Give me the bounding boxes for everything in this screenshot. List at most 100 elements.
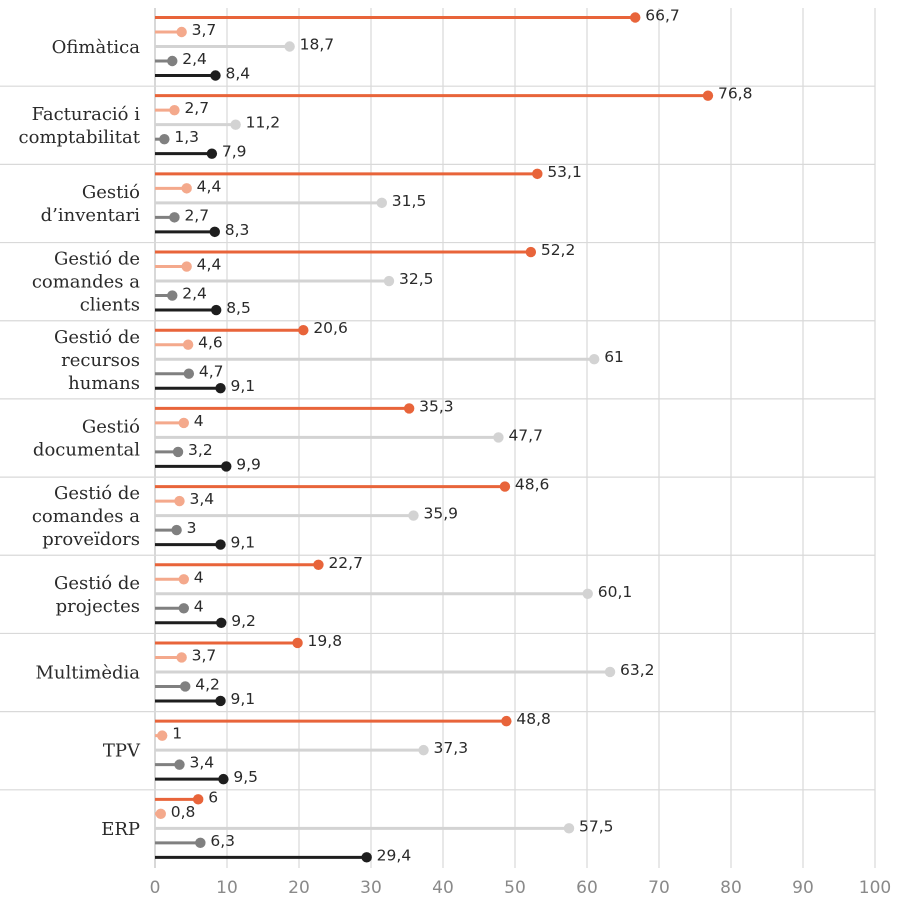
lollipop-dot (589, 354, 600, 365)
category-label: proveïdors (42, 529, 140, 550)
value-label: 11,2 (246, 114, 281, 132)
x-axis-tick-labels: 0 10 20 30 40 50 60 70 80 90 100 (150, 878, 892, 898)
category-label: TPV (103, 741, 141, 762)
lollipop-dot (501, 715, 512, 727)
lollipop-dot (292, 637, 303, 649)
value-label: 4 (194, 412, 204, 430)
lollipop-dot (313, 559, 324, 570)
value-label: 9,1 (231, 377, 256, 395)
value-label: 4,7 (199, 363, 224, 381)
category-label: comptabilitat (19, 127, 141, 148)
lollipop-dot (532, 168, 543, 180)
value-label: 9,9 (236, 455, 261, 473)
lollipop-dot (298, 325, 309, 336)
value-label: 22,7 (328, 554, 363, 572)
value-label: 9,1 (231, 534, 256, 552)
x-tick-label: 90 (792, 878, 814, 898)
lollipop-dot (582, 588, 593, 599)
category-label: comandes a (32, 272, 140, 293)
value-label: 4,4 (197, 256, 222, 274)
lollipop-dot (159, 133, 170, 145)
value-label: 4,6 (198, 334, 223, 352)
lollipop-dot (157, 730, 168, 741)
value-label: 9,2 (231, 612, 256, 630)
lollipop-dot (169, 104, 180, 116)
lollipop-dot (206, 148, 218, 159)
lollipop-dot (155, 808, 166, 820)
value-label: 8,5 (226, 299, 251, 317)
x-tick-label: 60 (576, 878, 598, 898)
x-tick-label: 70 (648, 878, 670, 898)
value-label: 3,7 (192, 21, 217, 39)
value-label: 76,8 (718, 85, 753, 103)
category-label: Multimèdia (35, 663, 140, 684)
lollipop-dot (183, 368, 195, 379)
category-label: documental (33, 440, 140, 461)
value-label: 9,1 (231, 690, 256, 708)
lollipop-dot (418, 744, 429, 756)
value-label: 53,1 (547, 163, 582, 181)
lollipop-bars (155, 12, 714, 863)
value-label: 2,7 (184, 206, 209, 224)
value-label: 2,4 (182, 285, 207, 303)
value-label: 3,4 (189, 754, 214, 772)
x-tick-label: 100 (859, 878, 891, 898)
value-label: 1 (172, 725, 182, 743)
category-label: d’inventari (41, 205, 141, 226)
category-label: projectes (56, 596, 140, 617)
lollipop-dot (178, 574, 189, 585)
x-tick-label: 0 (150, 878, 161, 898)
value-label: 47,7 (508, 426, 543, 444)
value-label: 4,2 (195, 675, 220, 693)
lollipop-dot (403, 403, 415, 414)
value-label: 3,7 (192, 646, 217, 664)
lollipop-dot (176, 652, 187, 663)
value-label: 7,9 (222, 143, 247, 161)
value-label: 63,2 (620, 661, 655, 679)
category-label: humans (68, 373, 140, 394)
category-label: Gestió (82, 417, 140, 438)
value-label: 48,6 (515, 476, 550, 494)
value-label: 3 (187, 519, 197, 537)
lollipop-dot (174, 495, 185, 507)
value-label: 4 (194, 597, 204, 615)
lollipop-dot (376, 197, 387, 209)
value-label: 35,3 (419, 397, 454, 415)
value-label: 4 (194, 568, 204, 586)
x-tick-label: 80 (720, 878, 742, 898)
value-label: 20,6 (313, 319, 348, 337)
x-tick-label: 30 (360, 878, 382, 898)
value-label: 32,5 (399, 270, 434, 288)
value-label: 35,9 (423, 505, 458, 523)
value-label: 31,5 (392, 192, 427, 210)
lollipop-dot (216, 617, 227, 628)
lollipop-dot (493, 432, 504, 443)
value-label: 4,4 (197, 177, 222, 195)
category-label: ERP (101, 819, 140, 840)
value-label: 29,4 (377, 846, 412, 864)
category-label: recursos (61, 350, 140, 371)
lollipop-dot (702, 90, 714, 101)
lollipop-dot (499, 481, 511, 492)
value-label: 61 (604, 348, 624, 366)
lollipop-dot (215, 695, 226, 707)
category-label: Gestió de (54, 249, 140, 270)
lollipop-dot (193, 794, 204, 805)
category-label: Facturació i (32, 104, 141, 125)
category-label: Gestió de (54, 483, 140, 504)
category-label: clients (80, 295, 140, 316)
value-label: 57,5 (579, 817, 614, 835)
value-label: 52,2 (541, 241, 576, 259)
lollipop-dot (167, 290, 178, 301)
value-label: 6 (208, 788, 218, 806)
lollipop-dot (176, 26, 187, 38)
lollipop-dot (218, 773, 229, 785)
x-tick-label: 20 (288, 878, 310, 898)
lollipop-dot (181, 183, 192, 194)
lollipop-dot (171, 524, 182, 536)
category-label: Gestió (82, 182, 140, 203)
category-separators (0, 85, 875, 791)
lollipop-dot (182, 339, 194, 350)
lollipop-dot (172, 446, 184, 458)
